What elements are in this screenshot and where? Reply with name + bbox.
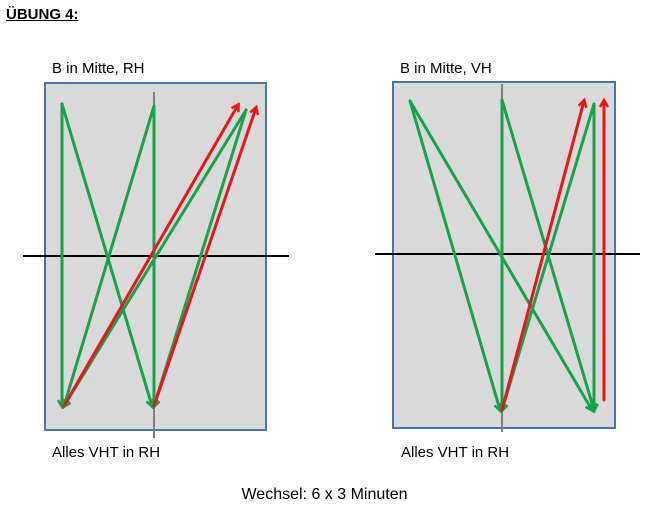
diagram-2-top-label: B in Mitte, VH xyxy=(400,60,492,77)
rotation-caption: Wechsel: 6 x 3 Minuten xyxy=(241,486,408,503)
green-path xyxy=(64,104,156,406)
green-path xyxy=(64,108,248,406)
diagram-1-top-label: B in Mitte, RH xyxy=(52,60,145,77)
red-path xyxy=(152,108,256,408)
exercise-title: ÜBUNG 4: xyxy=(6,6,79,23)
green-path xyxy=(502,102,596,410)
diagram-2-bottom-label: Alles VHT in RH xyxy=(401,444,510,461)
red-path xyxy=(62,105,238,408)
diagram-1-bottom-label: Alles VHT in RH xyxy=(52,444,161,461)
diagram-2 xyxy=(375,81,640,432)
red-path xyxy=(500,101,584,412)
green-path xyxy=(60,102,152,406)
green-path xyxy=(408,99,500,410)
diagram-1 xyxy=(23,82,289,438)
